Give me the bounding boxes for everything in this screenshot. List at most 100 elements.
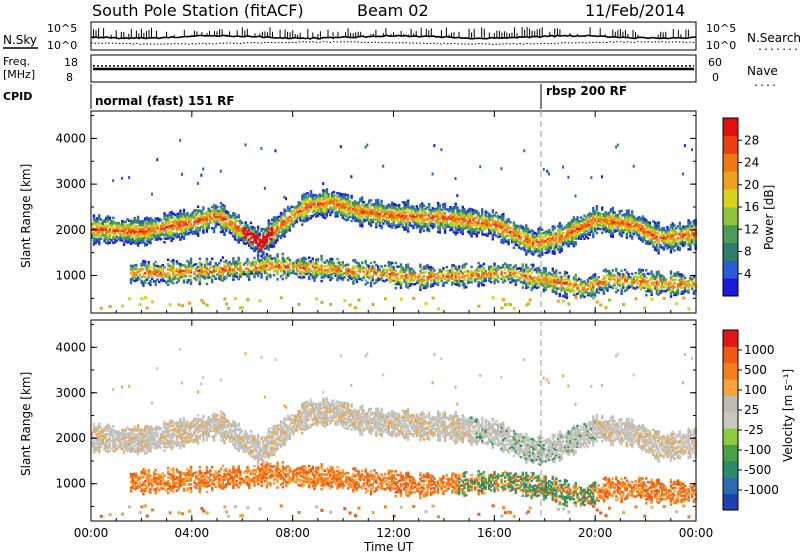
power-cell <box>110 231 113 234</box>
power-cell <box>586 284 590 287</box>
power-cell <box>263 258 267 261</box>
cpid-label: CPID <box>3 90 32 103</box>
power-cell <box>219 221 223 224</box>
power-cell <box>489 277 493 280</box>
power-cell <box>108 228 111 231</box>
power-cell <box>361 221 364 224</box>
power-cell <box>283 225 286 229</box>
power-cell <box>458 278 461 282</box>
power-cell <box>212 219 216 222</box>
power-cell <box>179 224 182 228</box>
power-cell <box>256 268 260 272</box>
power-cell <box>135 238 138 241</box>
power-cell <box>117 221 120 225</box>
power-cell <box>325 201 329 204</box>
power-cell <box>556 248 560 251</box>
power-cell <box>233 272 237 276</box>
power-cell <box>429 216 433 220</box>
power-cell <box>253 270 256 273</box>
power-cell <box>214 269 217 273</box>
power-cell <box>451 265 454 269</box>
power-cell <box>121 237 124 240</box>
nave-label: Nave <box>747 64 778 78</box>
power-cell <box>207 268 210 272</box>
power-cell <box>140 227 143 231</box>
power-cell <box>297 216 300 219</box>
power-cell <box>551 267 554 270</box>
power-cell <box>586 293 590 297</box>
power-cell <box>468 226 471 230</box>
power-cell <box>530 237 533 240</box>
power-cell <box>309 216 313 220</box>
power-cell <box>408 212 411 215</box>
power-cell <box>555 269 558 272</box>
power-cell <box>265 242 269 246</box>
power-cell <box>223 231 226 234</box>
power-cell <box>509 226 512 230</box>
power-cell <box>555 288 558 291</box>
power-cell <box>556 244 560 247</box>
power-cell <box>609 234 613 238</box>
power-cell <box>366 271 369 275</box>
power-cell <box>301 259 304 262</box>
power-cell <box>177 225 180 229</box>
power-cell <box>142 225 145 229</box>
power-cell <box>625 217 629 220</box>
power-cell <box>119 231 122 234</box>
power-cell <box>142 221 145 225</box>
power-cell <box>422 271 426 274</box>
power-cell <box>523 275 526 279</box>
power-cell <box>592 283 595 287</box>
power-cell <box>523 277 526 281</box>
power-cell <box>255 262 258 265</box>
power-cell <box>230 222 233 225</box>
power-cell <box>576 235 579 238</box>
power-cell <box>574 227 577 231</box>
power-cell <box>410 216 413 220</box>
power-cell <box>585 290 588 294</box>
power-cell <box>452 211 456 215</box>
power-cell <box>161 227 164 230</box>
power-cell <box>181 213 184 216</box>
power-cell <box>96 224 99 228</box>
power-cell <box>583 231 586 235</box>
power-cell <box>230 272 233 276</box>
power-cell <box>341 214 344 217</box>
power-cell <box>304 265 307 268</box>
power-cell <box>126 223 129 227</box>
power-cell <box>334 213 337 216</box>
power-cell <box>560 236 563 239</box>
power-cell <box>592 291 595 294</box>
power-cell <box>281 220 284 223</box>
power-cell <box>542 284 546 287</box>
power-cell <box>475 225 479 228</box>
power-cell <box>489 226 493 229</box>
power-cell <box>419 279 422 282</box>
power-cell <box>398 213 401 217</box>
power-cell <box>544 276 547 280</box>
power-cell <box>562 279 565 282</box>
power-cell <box>348 206 351 209</box>
power-cell <box>325 191 329 195</box>
power-cell <box>443 212 447 215</box>
power-cell <box>205 261 209 265</box>
power-cell <box>526 241 530 244</box>
power-cell <box>211 205 214 209</box>
power-cell <box>491 276 494 279</box>
power-cell <box>548 244 551 247</box>
power-cell <box>618 272 621 276</box>
power-cell <box>181 236 184 239</box>
power-cell <box>403 280 406 283</box>
power-cell <box>301 215 304 219</box>
power-cell <box>368 265 371 268</box>
power-cell <box>122 220 126 223</box>
power-cell <box>449 228 452 232</box>
power-cell <box>392 208 396 211</box>
power-cell <box>138 222 141 225</box>
power-cell <box>451 209 454 212</box>
power-cell <box>154 219 157 222</box>
power-cell <box>235 233 239 236</box>
power-cell <box>579 227 583 231</box>
power-cell <box>398 211 401 215</box>
power-cell <box>433 223 436 226</box>
